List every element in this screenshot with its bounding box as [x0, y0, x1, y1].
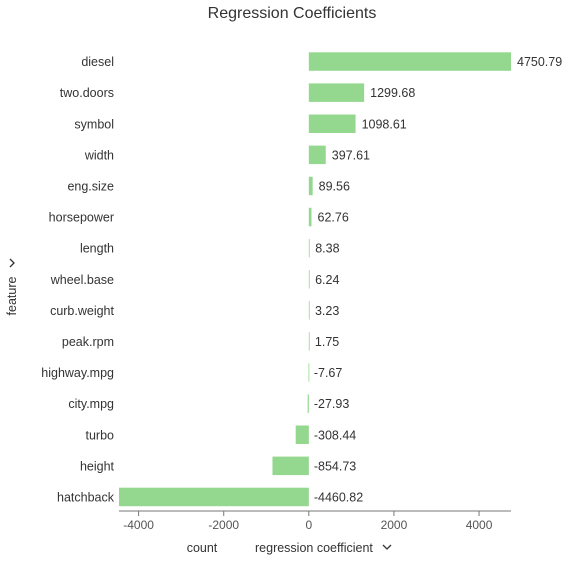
value-label: -27.93	[314, 397, 349, 411]
value-label: 62.76	[318, 211, 349, 225]
category-label: wheel.base	[50, 273, 114, 287]
category-label: two.doors	[60, 86, 114, 100]
value-label: 1299.68	[370, 86, 415, 100]
x-axis: -4000 -2000 0 2000 4000	[119, 510, 511, 532]
bar-diesel[interactable]	[308, 52, 511, 71]
bar-city-mpg[interactable]	[307, 394, 309, 413]
value-label: 89.56	[319, 179, 350, 193]
value-label: 3.23	[315, 304, 339, 318]
bar-length[interactable]	[308, 238, 310, 258]
chart-title: Regression Coefficients	[208, 5, 377, 22]
value-label: -854.73	[314, 459, 356, 473]
x-axis-selector[interactable]: regression coefficient	[255, 541, 392, 555]
category-label: peak.rpm	[62, 335, 114, 349]
category-label: curb.weight	[50, 304, 114, 318]
bar-peak-rpm[interactable]	[308, 332, 310, 351]
bar-eng-size[interactable]	[308, 176, 313, 196]
category-label: horsepower	[49, 211, 114, 225]
y-axis-title: feature	[5, 276, 19, 315]
bar-turbo[interactable]	[295, 425, 309, 445]
chevron-down-icon	[382, 544, 392, 550]
category-label: length	[80, 242, 114, 256]
value-label: 8.38	[315, 242, 339, 256]
value-label: -4460.82	[314, 490, 363, 504]
bar-horsepower[interactable]	[308, 207, 312, 227]
y-axis-selector[interactable]: feature	[5, 258, 19, 315]
category-label: turbo	[86, 428, 115, 442]
category-labels: diesel two.doors symbol width eng.size horsep…	[41, 55, 114, 504]
category-label: highway.mpg	[41, 366, 114, 380]
x-tick-label: 2000	[381, 518, 408, 532]
value-label: -7.67	[314, 366, 343, 380]
bar-curb-weight[interactable]	[308, 301, 310, 320]
category-label: height	[80, 459, 115, 473]
bar-symbol[interactable]	[308, 114, 356, 134]
category-label: diesel	[81, 55, 114, 69]
chevron-down-icon	[9, 258, 15, 268]
x-axis-title: regression coefficient	[255, 541, 373, 555]
x-tick-label: 4000	[466, 518, 493, 532]
bar-height[interactable]	[272, 456, 309, 476]
value-labels: 4750.79 1299.68 1098.61 397.61 89.56 62.76 8.3…	[314, 55, 562, 504]
value-label: 4750.79	[517, 55, 562, 69]
value-label: -308.44	[314, 428, 356, 442]
value-label: 1.75	[315, 335, 339, 349]
x-tick-label: -2000	[208, 518, 239, 532]
value-label: 1098.61	[362, 117, 407, 131]
category-label: eng.size	[67, 179, 114, 193]
bar-width[interactable]	[308, 145, 326, 165]
x-tick-label: -4000	[123, 518, 154, 532]
bar-highway-mpg[interactable]	[308, 363, 310, 382]
category-label: symbol	[74, 117, 114, 131]
category-label: city.mpg	[68, 397, 114, 411]
bar-wheel-base[interactable]	[308, 270, 310, 289]
category-label: width	[84, 148, 114, 162]
x-tick-label: 0	[305, 518, 312, 532]
bar-hatchback[interactable]	[119, 487, 309, 507]
x-axis-option-count[interactable]: count	[187, 541, 218, 555]
bars-group	[119, 52, 511, 507]
value-label: 397.61	[332, 148, 370, 162]
category-label: hatchback	[57, 490, 115, 504]
value-label: 6.24	[315, 273, 339, 287]
bar-two-doors[interactable]	[308, 83, 365, 102]
